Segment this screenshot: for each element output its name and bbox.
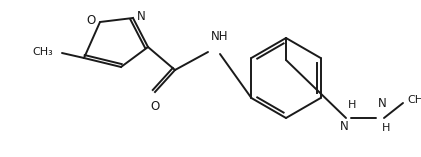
Text: NH: NH xyxy=(211,30,229,43)
Text: N: N xyxy=(137,10,146,22)
Text: N: N xyxy=(340,120,348,133)
Text: O: O xyxy=(87,14,96,27)
Text: O: O xyxy=(150,100,160,113)
Text: CH₃: CH₃ xyxy=(407,95,421,105)
Text: H: H xyxy=(348,100,356,110)
Text: CH₃: CH₃ xyxy=(32,47,53,57)
Text: H: H xyxy=(382,123,390,133)
Text: N: N xyxy=(378,97,387,110)
